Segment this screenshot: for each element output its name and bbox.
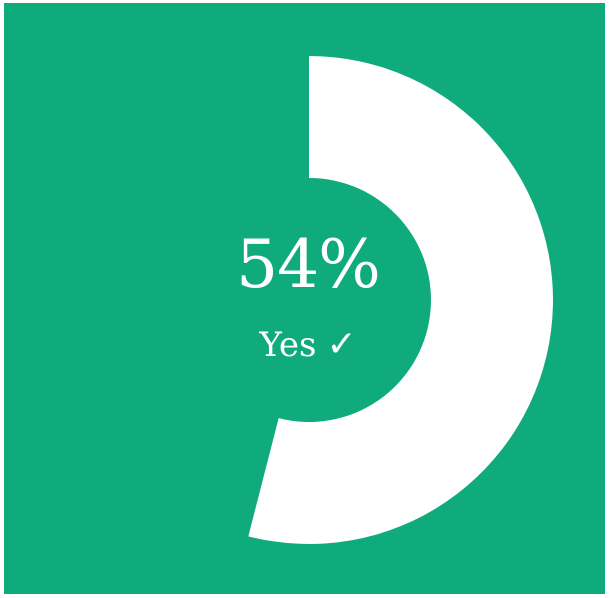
answer-label: Yes [259, 325, 316, 365]
donut-center: 54% Yes ✓ [188, 225, 428, 365]
percentage-value: 54% [188, 225, 428, 305]
answer-label-row: Yes ✓ [188, 325, 428, 365]
checkmark-icon: ✓ [326, 325, 356, 365]
